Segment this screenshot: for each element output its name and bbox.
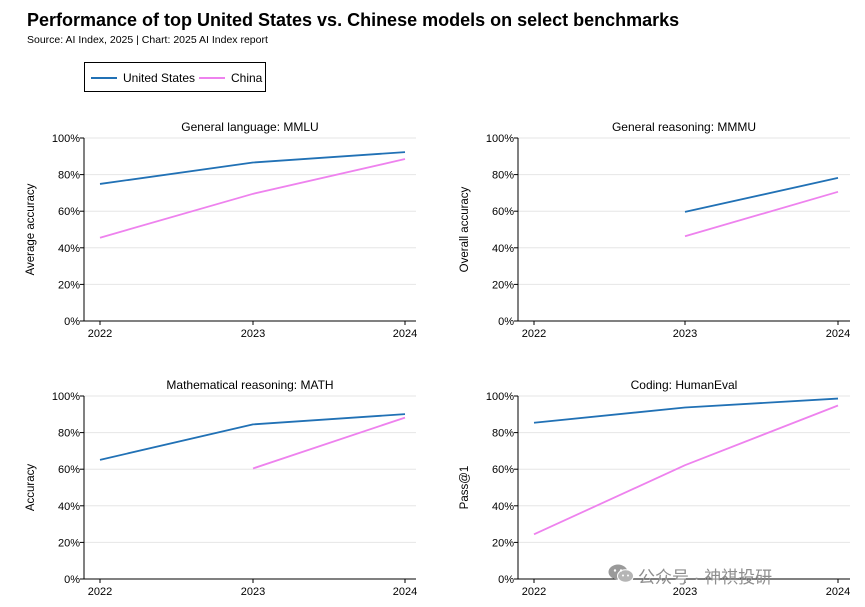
y-tick-label: 60% bbox=[58, 464, 80, 476]
x-tick-label: 2024 bbox=[826, 328, 850, 340]
legend-swatch-united-states bbox=[91, 77, 117, 79]
watermark-text: 公众号 · 神祺投研 bbox=[638, 568, 773, 587]
series-line-united-states bbox=[99, 413, 406, 461]
y-tick-label: 80% bbox=[58, 428, 80, 440]
legend-label-china: China bbox=[231, 71, 263, 85]
panel-title: General reasoning: MMMU bbox=[612, 120, 756, 134]
panel-title: Mathematical reasoning: MATH bbox=[166, 378, 333, 392]
x-tick-label: 2022 bbox=[522, 586, 546, 598]
legend: United States China bbox=[84, 62, 266, 92]
y-tick-label: 60% bbox=[58, 206, 80, 218]
y-tick-label: 60% bbox=[492, 464, 514, 476]
y-tick-label: 100% bbox=[486, 391, 514, 403]
legend-swatch-china bbox=[199, 77, 225, 79]
y-axis-label: Average accuracy bbox=[25, 183, 37, 275]
y-tick-label: 100% bbox=[52, 391, 80, 403]
y-tick-label: 40% bbox=[492, 501, 514, 513]
x-tick-label: 2022 bbox=[88, 328, 112, 340]
y-tick-label: 100% bbox=[52, 133, 80, 145]
x-tick-label: 2023 bbox=[673, 586, 697, 598]
x-tick-label: 2023 bbox=[241, 328, 265, 340]
x-tick-label: 2023 bbox=[241, 586, 265, 598]
series-line-united-states bbox=[533, 397, 839, 424]
y-tick-label: 80% bbox=[58, 170, 80, 182]
y-tick-label: 20% bbox=[58, 279, 80, 291]
y-tick-label: 80% bbox=[492, 170, 514, 182]
y-tick-label: 0% bbox=[64, 574, 80, 586]
panel-title: Coding: HumanEval bbox=[631, 378, 738, 392]
wechat-icon bbox=[608, 564, 634, 583]
series-line-china bbox=[99, 158, 406, 239]
chart-panel-coding-humaneval: 0% 20% 40% 60% 80% 100% 2022 2023 2024 Coding: Hu… bbox=[459, 378, 850, 598]
chart-panel-mathematical-reasoning-math: 0% 20% 40% 60% 80% 100% 2022 2023 2024 Mathematic… bbox=[25, 378, 417, 598]
x-tick-label: 2023 bbox=[673, 328, 697, 340]
chart-panel-general-reasoning-mmmu: 0% 20% 40% 60% 80% 100% 2022 2023 2024 General re… bbox=[459, 120, 850, 340]
y-tick-label: 0% bbox=[498, 316, 514, 328]
x-tick-label: 2024 bbox=[393, 586, 417, 598]
panel-title: General language: MMLU bbox=[181, 120, 318, 134]
y-tick-label: 80% bbox=[492, 428, 514, 440]
chart-title: Performance of top United States vs. Chi… bbox=[27, 10, 680, 30]
y-axis-label: Accuracy bbox=[25, 464, 37, 512]
y-tick-label: 40% bbox=[58, 243, 80, 255]
x-tick-label: 2024 bbox=[393, 328, 417, 340]
y-tick-label: 20% bbox=[58, 537, 80, 549]
series-line-united-states bbox=[99, 151, 406, 185]
legend-label-united-states: United States bbox=[123, 71, 196, 85]
y-tick-label: 20% bbox=[492, 537, 514, 549]
series-line-china bbox=[684, 190, 839, 238]
chart-panel-general-language-mmlu: 0% 20% 40% 60% 80% 100% 2022 2023 2024 General la… bbox=[25, 120, 417, 340]
x-tick-label: 2022 bbox=[88, 586, 112, 598]
y-tick-label: 40% bbox=[58, 501, 80, 513]
y-axis-label: Pass@1 bbox=[459, 466, 471, 510]
y-tick-label: 0% bbox=[64, 316, 80, 328]
y-tick-label: 20% bbox=[492, 279, 514, 291]
series-line-united-states bbox=[684, 177, 839, 213]
y-tick-label: 100% bbox=[486, 133, 514, 145]
chart-source: Source: AI Index, 2025 | Chart: 2025 AI … bbox=[27, 34, 268, 46]
y-tick-label: 0% bbox=[498, 574, 514, 586]
y-tick-label: 60% bbox=[492, 206, 514, 218]
x-tick-label: 2024 bbox=[826, 586, 850, 598]
x-tick-label: 2022 bbox=[522, 328, 546, 340]
series-line-china bbox=[252, 416, 406, 470]
series-line-china bbox=[533, 404, 839, 536]
y-tick-label: 40% bbox=[492, 243, 514, 255]
y-axis-label: Overall accuracy bbox=[459, 186, 471, 272]
